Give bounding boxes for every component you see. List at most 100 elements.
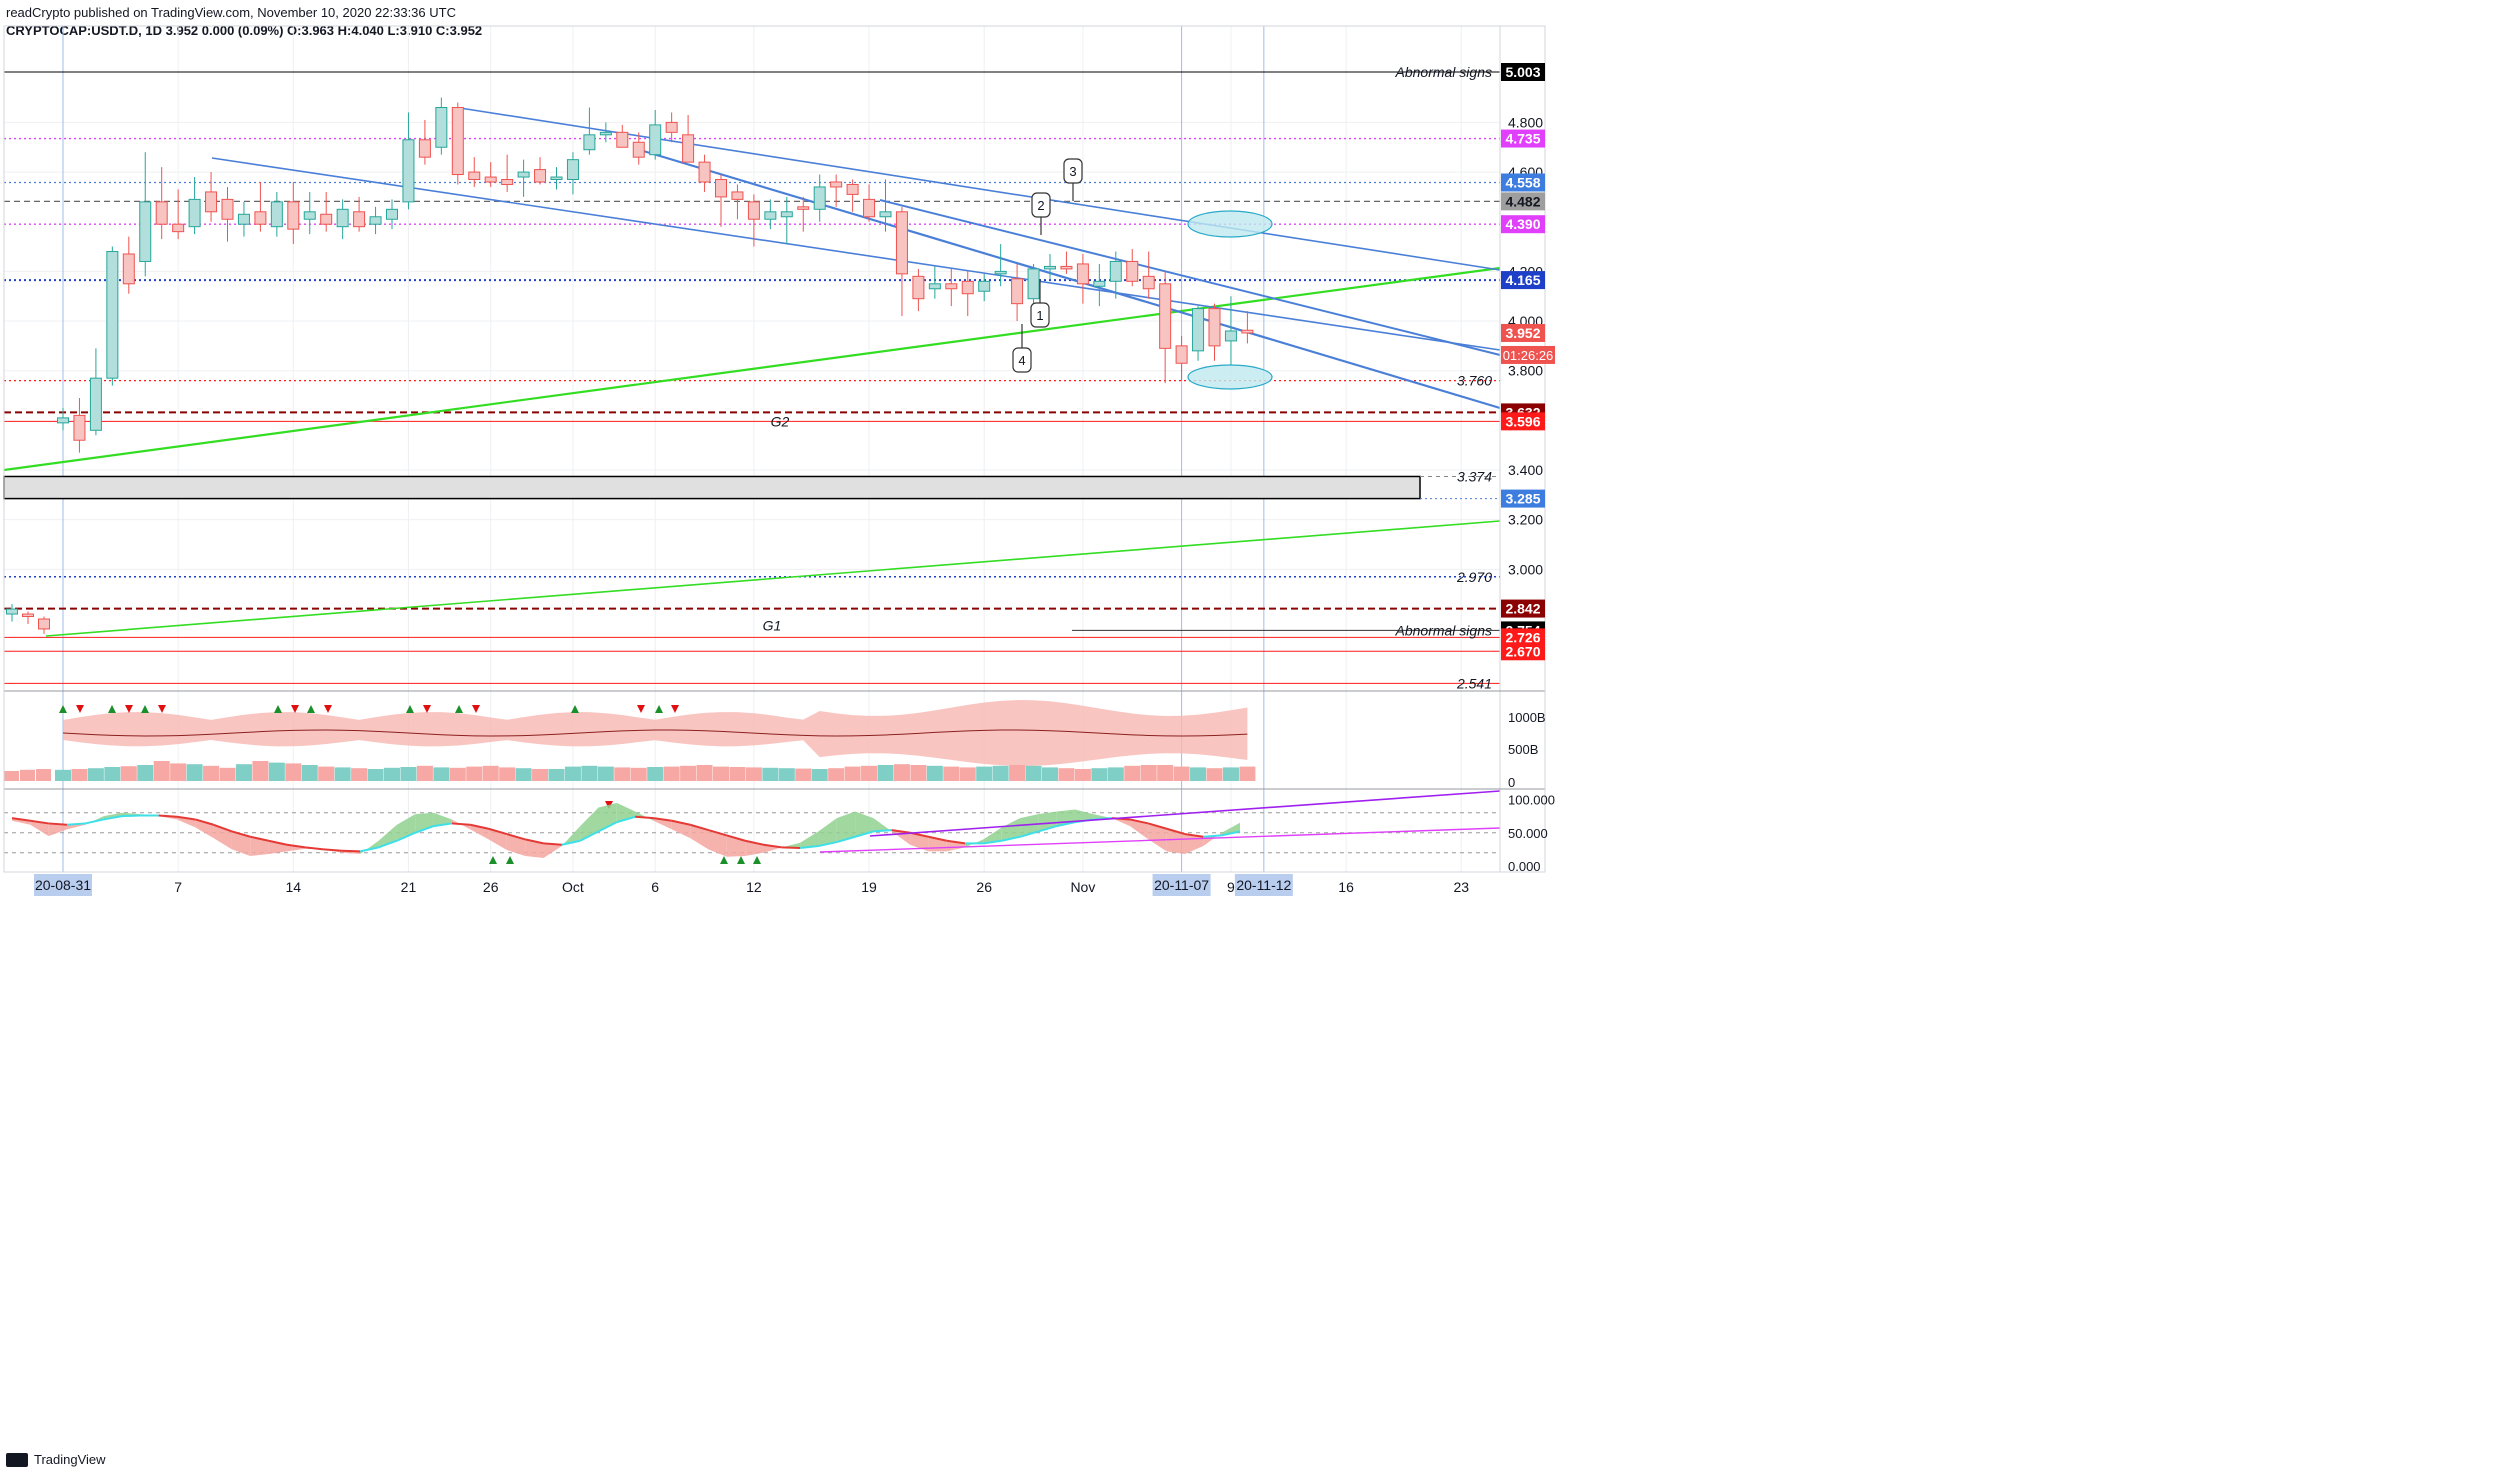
osc-slow-line: [213, 823, 233, 833]
volume-axis-label: 1000B: [1508, 710, 1546, 725]
candle-body: [22, 613, 34, 618]
volume-bar: [334, 767, 351, 781]
volume-bar: [959, 767, 976, 781]
price-tag: [1501, 173, 1545, 192]
osc-slow-line: [891, 829, 911, 834]
candle-body: [468, 171, 481, 181]
buy-signal-icon: [720, 856, 728, 864]
volume-bar: [482, 765, 499, 781]
candle-body: [336, 208, 349, 228]
osc-fill: [690, 824, 709, 850]
candle-body: [270, 201, 283, 228]
osc-slow-line: [708, 829, 728, 837]
candle-body: [1142, 275, 1155, 290]
volume-bar: [811, 769, 828, 781]
candle-body: [320, 213, 333, 225]
buy-signal-icon: [753, 856, 761, 864]
candle-body: [1011, 278, 1024, 305]
price-tag-text: 4.558: [1505, 174, 1540, 190]
candle-body: [517, 171, 530, 178]
osc-slow-line: [396, 831, 416, 842]
sell-signal-icon: [324, 705, 332, 713]
green-lower-support-line: [45, 520, 1501, 637]
osc-slow-line: [1166, 827, 1186, 836]
candle-body: [1208, 308, 1221, 347]
volume-bar: [1042, 767, 1058, 781]
candle-body: [1175, 345, 1188, 364]
volume-bar: [630, 767, 647, 781]
osc-fill: [213, 824, 232, 850]
chart-header: readCrypto published on TradingView.com,…: [6, 4, 482, 40]
candle-body: [155, 201, 168, 225]
volume-bar: [713, 766, 729, 781]
level-text: 2.970: [1456, 569, 1492, 585]
footer-brand: TradingView: [34, 1452, 106, 1467]
candle-body: [994, 270, 1007, 275]
volume-bar: [614, 767, 631, 781]
volume-bar: [647, 767, 664, 781]
abnormal-signs-bottom: Abnormal signs: [1395, 622, 1493, 638]
sell-signal-icon: [637, 705, 645, 713]
callout-text: 3: [1069, 164, 1076, 179]
candle-body: [221, 198, 234, 220]
candle-body: [484, 176, 497, 183]
price-tag-text: 3.952: [1505, 325, 1540, 341]
candle-body: [583, 134, 596, 151]
volume-bar: [1239, 766, 1256, 781]
x-tick-label: 21: [401, 879, 417, 895]
osc-slow-line: [231, 830, 251, 838]
candle-body: [1044, 265, 1056, 270]
buy-signal-icon: [737, 856, 745, 864]
volume-bar: [926, 765, 943, 781]
volume-bar: [1206, 768, 1223, 781]
volume-bar: [1124, 765, 1141, 781]
osc-axis-label: 50.000: [1508, 826, 1548, 841]
highlight-ellipse-top: [1187, 210, 1273, 238]
volume-bar: [1173, 766, 1190, 781]
osc-purple-trend: [869, 790, 1501, 837]
osc-slow-line: [744, 839, 764, 846]
osc-axis-label: 0.000: [1508, 859, 1541, 874]
buy-signal-icon: [571, 705, 579, 713]
tradingview-logo-icon: [6, 1452, 28, 1467]
osc-slow-line: [305, 846, 324, 851]
volume-bar: [318, 766, 335, 781]
candle-body: [945, 283, 958, 290]
candle-body: [139, 201, 152, 262]
candle-body: [961, 280, 974, 295]
osc-slow-line: [1148, 822, 1167, 830]
candle-body: [386, 208, 398, 220]
osc-fill: [836, 811, 856, 843]
buy-signal-icon: [455, 705, 463, 713]
candle-body: [89, 377, 102, 431]
volume-bar: [893, 764, 910, 781]
zones: [3, 475, 1421, 500]
volume-bar: [696, 765, 713, 781]
publisher-line: readCrypto published on TradingView.com,…: [6, 5, 456, 20]
sell-signal-icon: [472, 705, 480, 713]
osc-fill: [1130, 819, 1149, 840]
osc-slow-line: [946, 839, 966, 845]
blue-channel-top: [459, 107, 1501, 271]
osc-slow-line: [66, 822, 86, 826]
osc-fill: [910, 832, 929, 852]
volume-bar: [55, 769, 71, 781]
candle-body: [566, 159, 579, 181]
osc-fill: [506, 834, 526, 857]
date-marker-label: 20-11-07: [1154, 877, 1209, 893]
sell-signal-icon: [423, 705, 431, 713]
osc-slow-line: [689, 823, 709, 832]
candle-body: [1126, 260, 1139, 282]
candle-body: [665, 121, 678, 133]
candle-body: [451, 107, 464, 176]
osc-fill: [1075, 809, 1094, 823]
volume-bar: [795, 768, 812, 781]
candlestick-series: [6, 97, 1254, 634]
volume-bar: [20, 769, 35, 781]
osc-fill: [580, 807, 599, 841]
osc-slow-line: [268, 839, 288, 846]
price-tag-text: 3.596: [1505, 413, 1540, 429]
callout-text: 4: [1018, 353, 1025, 368]
volume-bar: [104, 767, 121, 781]
